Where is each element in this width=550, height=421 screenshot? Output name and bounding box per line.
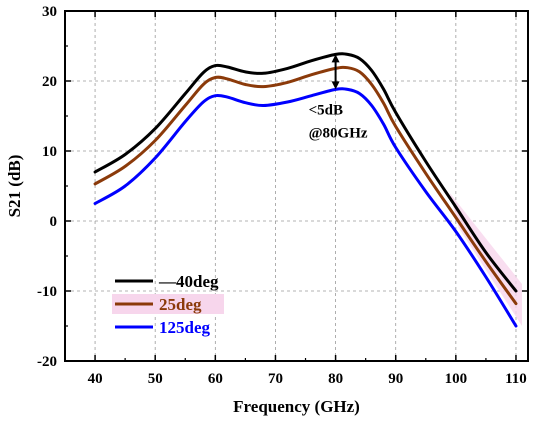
x-tick-label: 90 (388, 371, 403, 387)
x-tick-label: 50 (148, 371, 163, 387)
legend-label-1: 25deg (159, 295, 202, 314)
series-line-2 (93, 87, 518, 328)
y-tick-label: 20 (42, 74, 57, 90)
x-tick-label: 80 (328, 371, 343, 387)
annotation-arrowhead-bottom (331, 81, 340, 90)
y-tick-label: -10 (37, 284, 57, 300)
series-line-0 (93, 52, 518, 293)
y-tick-label: 30 (42, 4, 57, 20)
y-tick-label: 10 (42, 144, 57, 160)
y-tick-label: 0 (50, 214, 58, 230)
legend-label-2: 125deg (159, 318, 211, 337)
series-line-1 (93, 65, 518, 306)
y-axis-title: S21 (dB) (5, 155, 24, 218)
x-tick-label: 100 (445, 371, 468, 387)
annotation: <5dB @80GHz (309, 54, 368, 141)
legend-label-0: —40deg (158, 272, 219, 291)
annotation-line1: <5dB (309, 102, 343, 118)
y-tick-label: -20 (37, 354, 57, 370)
x-tick-label: 60 (208, 371, 223, 387)
y-ticks: -20 -10 0 10 20 30 (37, 4, 528, 370)
x-tick-label: 40 (88, 371, 103, 387)
x-ticks: 40 50 60 70 80 90 100 110 (88, 11, 527, 387)
series-lines (93, 52, 518, 328)
legend-highlight (112, 294, 224, 314)
x-tick-label: 110 (505, 371, 527, 387)
legend: —40deg 25deg 125deg (112, 272, 224, 337)
x-axis-title: Frequency (GHz) (233, 397, 360, 416)
x-tick-label: 70 (268, 371, 283, 387)
annotation-line2: @80GHz (309, 125, 368, 141)
annotation-arrowhead-top (331, 54, 340, 63)
